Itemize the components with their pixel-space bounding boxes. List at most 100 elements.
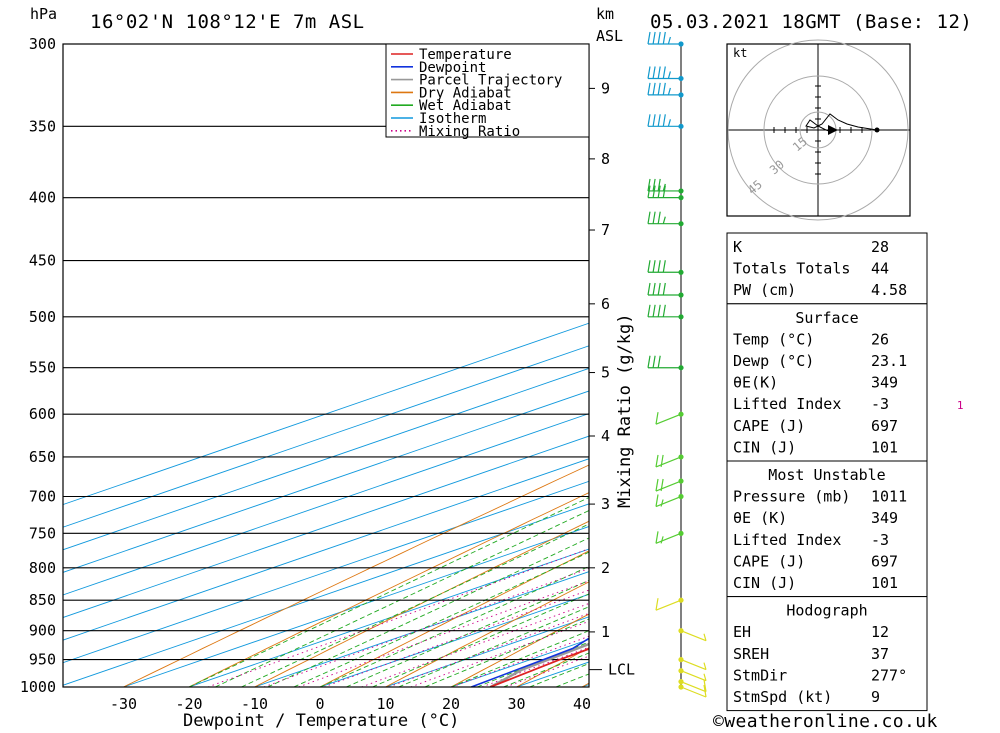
pressure-tick-label: 550 (29, 359, 56, 377)
wind-barb-feather (655, 494, 659, 507)
pressure-tick-label: 800 (29, 559, 56, 577)
wind-barb-shaft (655, 599, 682, 611)
wind-barb-feather (660, 478, 664, 492)
table-row-label: CAPE (J) (733, 417, 805, 435)
table-row-value: 697 (871, 417, 898, 435)
storm-motion-arrow (828, 125, 838, 135)
table-row-label: Dewp (°C) (733, 352, 814, 370)
table-row-value: -3 (871, 395, 889, 413)
stability-tables: K 28 Totals Totals 44 PW (cm) 4.58 Surface Temp… (726, 232, 928, 712)
mixing-ratio-line (451, 635, 589, 687)
table-row-label: Totals Totals (733, 260, 850, 278)
dry-adiabat-line (450, 613, 589, 687)
table-row-value: 101 (871, 438, 898, 456)
table-row-label: CIN (J) (733, 438, 796, 456)
wind-barb-feather (652, 211, 656, 224)
wind-barb-shaft (680, 686, 707, 698)
wind-barb-shaft (655, 532, 682, 544)
wet-adiabat-line (241, 523, 589, 687)
wind-barb-shaft (680, 670, 707, 682)
mixing-ratio-label: 1 (957, 399, 964, 412)
wind-barb-feather (657, 282, 661, 296)
km-tick-label: 1 (601, 623, 610, 641)
legend-entry-label: Parcel Trajectory (419, 73, 562, 89)
wind-barb-feather (662, 304, 666, 317)
table-row-label: θE (K) (733, 509, 787, 527)
mixing-ratio-labels: 12346810152025 (957, 399, 964, 412)
table-row-label: SREH (733, 645, 769, 663)
wind-barb-feather (662, 114, 666, 127)
km-tick-label: 7 (601, 221, 610, 239)
wind-barb-feather (652, 355, 656, 368)
wind-barb-feather (652, 82, 656, 96)
wind-barb-shaft (655, 413, 682, 425)
wind-barb-feather (652, 66, 656, 79)
isotherm-line (63, 435, 589, 618)
table-row-value: 697 (871, 552, 898, 570)
km-tick-label: 6 (601, 295, 610, 313)
table-row-value: 23.1 (871, 352, 907, 370)
wind-barb-feather (647, 304, 651, 317)
wind-barb-feather (662, 185, 666, 198)
isotherm-line (63, 322, 589, 506)
temperature-tick-label: 20 (442, 695, 460, 713)
wind-barb-feather (657, 66, 661, 79)
skewt-background-lines (63, 322, 589, 687)
wet-adiabat-line (293, 551, 589, 687)
wind-barb-feather (655, 454, 659, 468)
wind-barb-feather (647, 178, 651, 192)
mixing-ratio-axis-label: Mixing Ratio (g/kg) (615, 314, 635, 508)
x-axis-label: Dewpoint / Temperature (°C) (183, 711, 459, 731)
isotherm-line (122, 526, 589, 687)
pressure-tick-label: 850 (29, 591, 56, 609)
table-row-label: StmDir (733, 666, 787, 684)
wind-barb-feather (655, 531, 659, 544)
wind-barb-feather (662, 82, 666, 96)
wind-barb-feather (660, 499, 664, 507)
wind-barb-shaft (680, 681, 707, 693)
temperature-tick-label: 0 (315, 695, 324, 713)
pressure-tick-label: 950 (29, 651, 56, 669)
wind-barb-shaft (655, 495, 682, 508)
wind-barb-feather (662, 216, 666, 224)
temperature-tick-label: 10 (376, 695, 394, 713)
table-title: Surface (795, 309, 858, 327)
isotherm-line (63, 413, 589, 596)
wind-barb-feather (657, 185, 661, 198)
table-title: Most Unstable (768, 466, 885, 484)
temperature-tick-label: -20 (175, 695, 202, 713)
wind-barb-feather (655, 598, 659, 611)
wind-barb-profile (647, 31, 707, 698)
table-row-value: 44 (871, 260, 889, 278)
wind-barb-feather (662, 31, 666, 45)
table-row-value: 277° (871, 666, 907, 684)
pressure-tick-label: 500 (29, 308, 56, 326)
wind-barb-feather (667, 36, 671, 45)
wet-adiabat-line (372, 593, 589, 687)
legend-box (385, 43, 590, 138)
dry-adiabat-line (122, 464, 589, 687)
table-row-label: CIN (J) (733, 574, 796, 592)
table-row-value: 9 (871, 688, 880, 706)
km-tick-label: 3 (601, 495, 610, 513)
table-row-label: K (733, 238, 742, 256)
wind-barb-feather (657, 31, 661, 45)
pressure-tick-label: 600 (29, 405, 56, 423)
hodograph-ring (727, 39, 909, 221)
pressure-tick-label: 450 (29, 252, 56, 270)
wind-barb-feather (655, 478, 659, 492)
table-row-label: Temp (°C) (733, 330, 814, 348)
wind-barb-feather (647, 82, 651, 96)
wind-barb-feather (647, 114, 651, 127)
wind-barb-feather (655, 412, 659, 425)
isotherm-line (187, 548, 589, 687)
table-box (726, 232, 928, 305)
credit-text: ©weatheronline.co.uk (713, 711, 938, 732)
wind-barb-feather (647, 31, 651, 45)
km-tick-label: 5 (601, 364, 610, 382)
isotherm-line (63, 503, 589, 686)
wind-barb-feather (647, 282, 651, 296)
table-row-value: -3 (871, 531, 889, 549)
